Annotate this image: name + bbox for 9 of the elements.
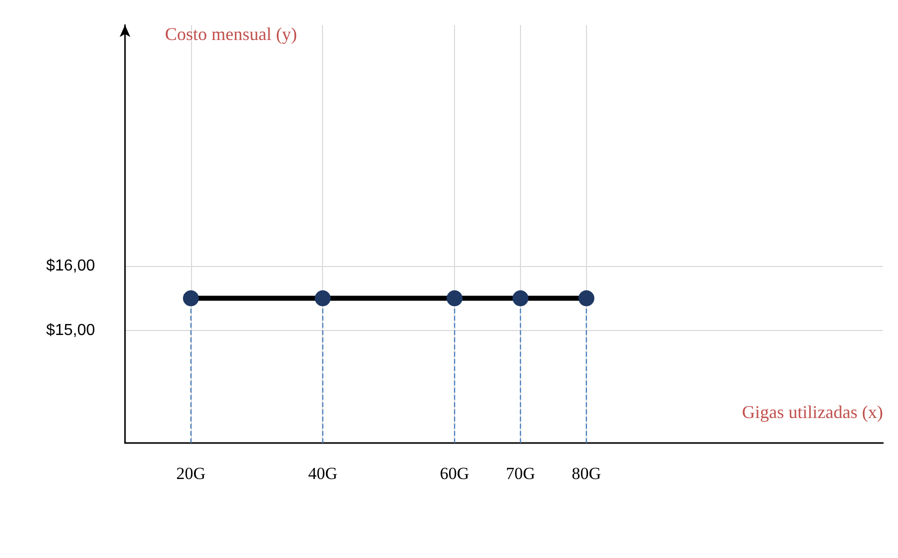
y-axis-title: Costo mensual (y) (165, 24, 297, 44)
x-tick-label: 20G (176, 464, 206, 483)
y-tick-label: $16,00 (46, 258, 96, 275)
x-tick-label: 60G (440, 464, 470, 483)
x-tick-label: 70G (506, 464, 536, 483)
x-axis-title: Gigas utilizadas (x) (742, 402, 883, 422)
x-tick-label: 40G (308, 464, 338, 483)
x-tick-label: 80G (572, 464, 602, 483)
y-tick-label: $15,00 (46, 322, 96, 339)
